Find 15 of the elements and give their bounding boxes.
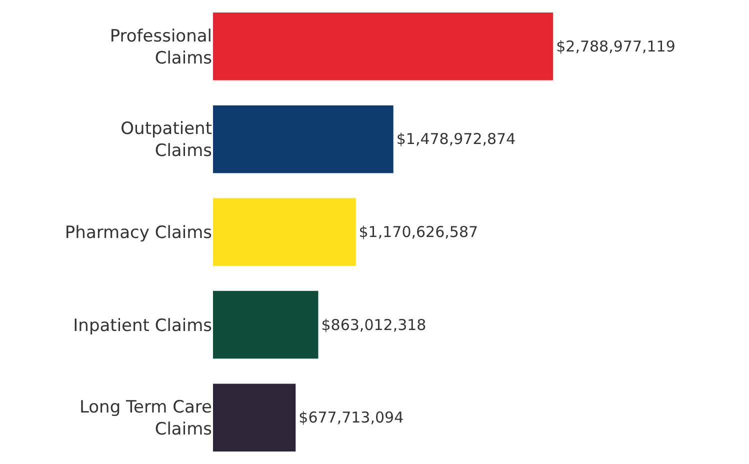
data-label: $1,478,972,874 bbox=[396, 130, 516, 148]
y-tick-label: Long Term Care Claims bbox=[79, 398, 212, 440]
data-label: $1,170,626,587 bbox=[358, 223, 478, 241]
bar bbox=[213, 384, 296, 452]
data-label: $677,713,094 bbox=[298, 408, 404, 427]
y-tick-label: Pharmacy Claims bbox=[64, 222, 212, 243]
y-tick-label: Inpatient Claims bbox=[73, 316, 212, 336]
bar bbox=[213, 12, 554, 80]
bar bbox=[213, 198, 356, 266]
bar bbox=[213, 290, 318, 359]
data-label: $863,012,318 bbox=[321, 316, 426, 334]
data-label: $2,788,977,119 bbox=[556, 37, 676, 56]
bar bbox=[213, 105, 394, 174]
y-tick-label: Professional Claims bbox=[110, 26, 212, 68]
y-tick-label: Outpatient Claims bbox=[120, 119, 212, 162]
